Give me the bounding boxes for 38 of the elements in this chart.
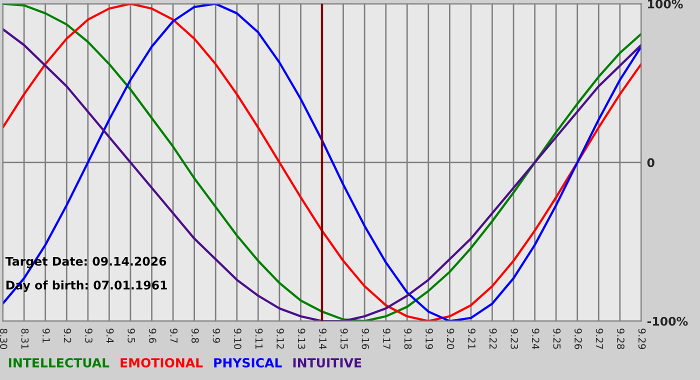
x-tick-label: 9.2 bbox=[64, 328, 72, 343]
x-tick-label: 9.12 bbox=[276, 328, 284, 349]
x-tick-label: 9.6 bbox=[148, 328, 156, 343]
text: PHYSICAL bbox=[214, 358, 282, 368]
x-tick-label: 9.9 bbox=[212, 328, 220, 343]
x-tick-label: 9.19 bbox=[426, 328, 433, 350]
x-tick-label: 9.1 bbox=[42, 328, 50, 343]
x-tick-label: 9.4 bbox=[106, 328, 114, 343]
x-tick-label: 9.21 bbox=[468, 328, 476, 349]
x-tick-label: 9.23 bbox=[510, 328, 518, 349]
x-tick-label: 9.11 bbox=[255, 328, 263, 349]
x-tick-label: 9.16 bbox=[362, 328, 370, 350]
x-tick-label: 9.25 bbox=[553, 328, 561, 349]
x-tick-label: 9.18 bbox=[404, 328, 412, 350]
x-tick-label: 9.28 bbox=[617, 328, 624, 350]
x-tick-label: 9.13 bbox=[298, 328, 306, 349]
x-tick-label: 9.3 bbox=[85, 328, 92, 343]
text: INTELLECTUAL bbox=[8, 358, 110, 368]
x-tick-label: 9.10 bbox=[234, 328, 242, 350]
x-tick-label: 9.15 bbox=[340, 328, 348, 349]
x-tick-label: 9.5 bbox=[128, 328, 136, 343]
text: EMOTIONAL bbox=[120, 358, 203, 368]
x-tick-label: 9.22 bbox=[489, 328, 497, 349]
x-tick-label: 9.26 bbox=[574, 328, 582, 350]
x-tick-label: 8.31 bbox=[21, 328, 29, 349]
y-tick-label: 0 bbox=[647, 158, 654, 168]
x-tick-label: 9.14 bbox=[319, 328, 327, 350]
x-tick-label: 9.8 bbox=[192, 328, 199, 343]
y-tick-label: -100% bbox=[647, 316, 688, 326]
x-tick-label: 9.27 bbox=[596, 328, 604, 349]
x-tick-label: 9.17 bbox=[383, 328, 390, 349]
x-tick-label: 9.20 bbox=[446, 328, 454, 350]
x-tick-label: 9.7 bbox=[170, 328, 178, 343]
x-tick-label: 8.30 bbox=[0, 328, 8, 350]
x-tick-label: 9.24 bbox=[532, 328, 540, 350]
y-tick-label: 100% bbox=[648, 0, 683, 8]
text: INTUITIVE bbox=[293, 358, 362, 368]
x-tick-label: 9.29 bbox=[638, 328, 646, 350]
